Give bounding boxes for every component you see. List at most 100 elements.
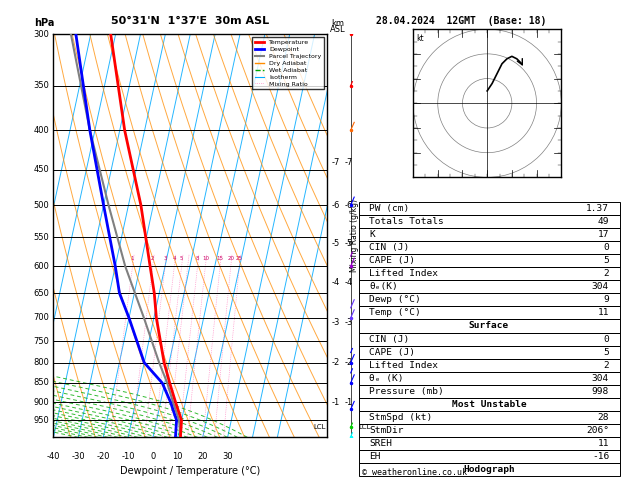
Bar — [359, 254, 620, 267]
Bar — [359, 241, 620, 254]
Text: -6: -6 — [345, 201, 353, 209]
Text: 30: 30 — [222, 451, 233, 461]
Bar — [359, 463, 620, 476]
Text: Surface: Surface — [469, 322, 509, 330]
Text: 5: 5 — [603, 256, 609, 265]
Text: 0: 0 — [150, 451, 155, 461]
Text: 3: 3 — [164, 257, 167, 261]
Bar — [359, 450, 620, 463]
Bar — [359, 215, 620, 228]
Text: LCL: LCL — [359, 424, 371, 430]
Bar — [359, 319, 620, 332]
Text: kt: kt — [416, 34, 424, 43]
Text: -5: -5 — [345, 239, 353, 248]
Text: Dewpoint / Temperature (°C): Dewpoint / Temperature (°C) — [120, 466, 260, 476]
Text: Most Unstable: Most Unstable — [452, 400, 526, 409]
Text: © weatheronline.co.uk: © weatheronline.co.uk — [362, 468, 467, 477]
Text: ASL: ASL — [330, 25, 346, 34]
Text: 50°31'N  1°37'E  30m ASL: 50°31'N 1°37'E 30m ASL — [111, 16, 269, 26]
Bar — [359, 228, 620, 241]
Bar — [359, 424, 620, 437]
Bar — [359, 411, 620, 424]
Text: 206°: 206° — [586, 426, 609, 435]
Text: 49: 49 — [598, 217, 609, 226]
Text: θₑ (K): θₑ (K) — [369, 374, 403, 383]
Text: 850: 850 — [33, 379, 49, 387]
Text: 0: 0 — [603, 243, 609, 252]
Text: 25: 25 — [236, 257, 243, 261]
Text: CIN (J): CIN (J) — [369, 243, 409, 252]
Text: Lifted Index: Lifted Index — [369, 269, 438, 278]
Text: 500: 500 — [33, 201, 49, 209]
Text: -7: -7 — [331, 158, 340, 167]
Text: 28: 28 — [598, 413, 609, 422]
Bar — [359, 372, 620, 385]
Text: -3: -3 — [331, 318, 340, 327]
Text: 1.37: 1.37 — [586, 204, 609, 213]
Text: hPa: hPa — [35, 18, 55, 28]
Bar — [359, 385, 620, 398]
Text: Pressure (mb): Pressure (mb) — [369, 387, 443, 396]
Text: -1: -1 — [331, 398, 340, 407]
Text: 400: 400 — [33, 126, 49, 135]
Text: Totals Totals: Totals Totals — [369, 217, 443, 226]
Text: -5: -5 — [331, 239, 340, 248]
Text: 450: 450 — [33, 165, 49, 174]
Text: 304: 304 — [592, 282, 609, 291]
Text: 550: 550 — [33, 233, 49, 242]
Legend: Temperature, Dewpoint, Parcel Trajectory, Dry Adiabat, Wet Adiabat, Isotherm, Mi: Temperature, Dewpoint, Parcel Trajectory… — [252, 37, 324, 89]
Text: θₑ(K): θₑ(K) — [369, 282, 398, 291]
Text: 2: 2 — [603, 269, 609, 278]
Text: 650: 650 — [33, 289, 49, 297]
Text: -3: -3 — [345, 318, 353, 327]
Text: StmSpd (kt): StmSpd (kt) — [369, 413, 432, 422]
Text: StmDir: StmDir — [369, 426, 403, 435]
Text: 998: 998 — [592, 387, 609, 396]
Text: 900: 900 — [33, 398, 49, 407]
Text: 1: 1 — [131, 257, 135, 261]
Bar — [359, 437, 620, 450]
Text: -4: -4 — [345, 278, 353, 287]
Text: -2: -2 — [345, 358, 353, 367]
Text: K: K — [369, 230, 375, 239]
Text: CAPE (J): CAPE (J) — [369, 347, 415, 357]
Text: 750: 750 — [33, 336, 49, 346]
Text: 15: 15 — [216, 257, 223, 261]
Text: -7: -7 — [345, 158, 353, 167]
Text: 304: 304 — [592, 374, 609, 383]
Text: 2: 2 — [151, 257, 155, 261]
Text: 11: 11 — [598, 309, 609, 317]
Text: -10: -10 — [121, 451, 135, 461]
Text: -30: -30 — [72, 451, 85, 461]
Text: Dewp (°C): Dewp (°C) — [369, 295, 421, 304]
Text: LCL: LCL — [314, 424, 326, 430]
Text: 800: 800 — [33, 358, 49, 367]
Bar — [359, 332, 620, 346]
Text: 17: 17 — [598, 230, 609, 239]
Text: -4: -4 — [331, 278, 340, 287]
Text: -20: -20 — [96, 451, 110, 461]
Text: 11: 11 — [598, 439, 609, 448]
Bar — [359, 346, 620, 359]
Text: 28.04.2024  12GMT  (Base: 18): 28.04.2024 12GMT (Base: 18) — [376, 16, 547, 26]
Text: PW (cm): PW (cm) — [369, 204, 409, 213]
Text: 20: 20 — [198, 451, 208, 461]
Text: 5: 5 — [603, 347, 609, 357]
Text: km: km — [331, 19, 345, 28]
Text: -1: -1 — [345, 398, 353, 407]
Bar — [359, 294, 620, 306]
Text: 2: 2 — [603, 361, 609, 370]
Bar — [359, 202, 620, 215]
Text: SREH: SREH — [369, 439, 392, 448]
Text: -16: -16 — [592, 452, 609, 461]
Text: CAPE (J): CAPE (J) — [369, 256, 415, 265]
Bar — [359, 359, 620, 372]
Text: -2: -2 — [331, 358, 340, 367]
Text: 0: 0 — [603, 334, 609, 344]
Text: Temp (°C): Temp (°C) — [369, 309, 421, 317]
Bar — [359, 267, 620, 280]
Bar — [359, 280, 620, 294]
Text: 350: 350 — [33, 81, 49, 90]
Text: 700: 700 — [33, 313, 49, 322]
Text: 5: 5 — [180, 257, 184, 261]
